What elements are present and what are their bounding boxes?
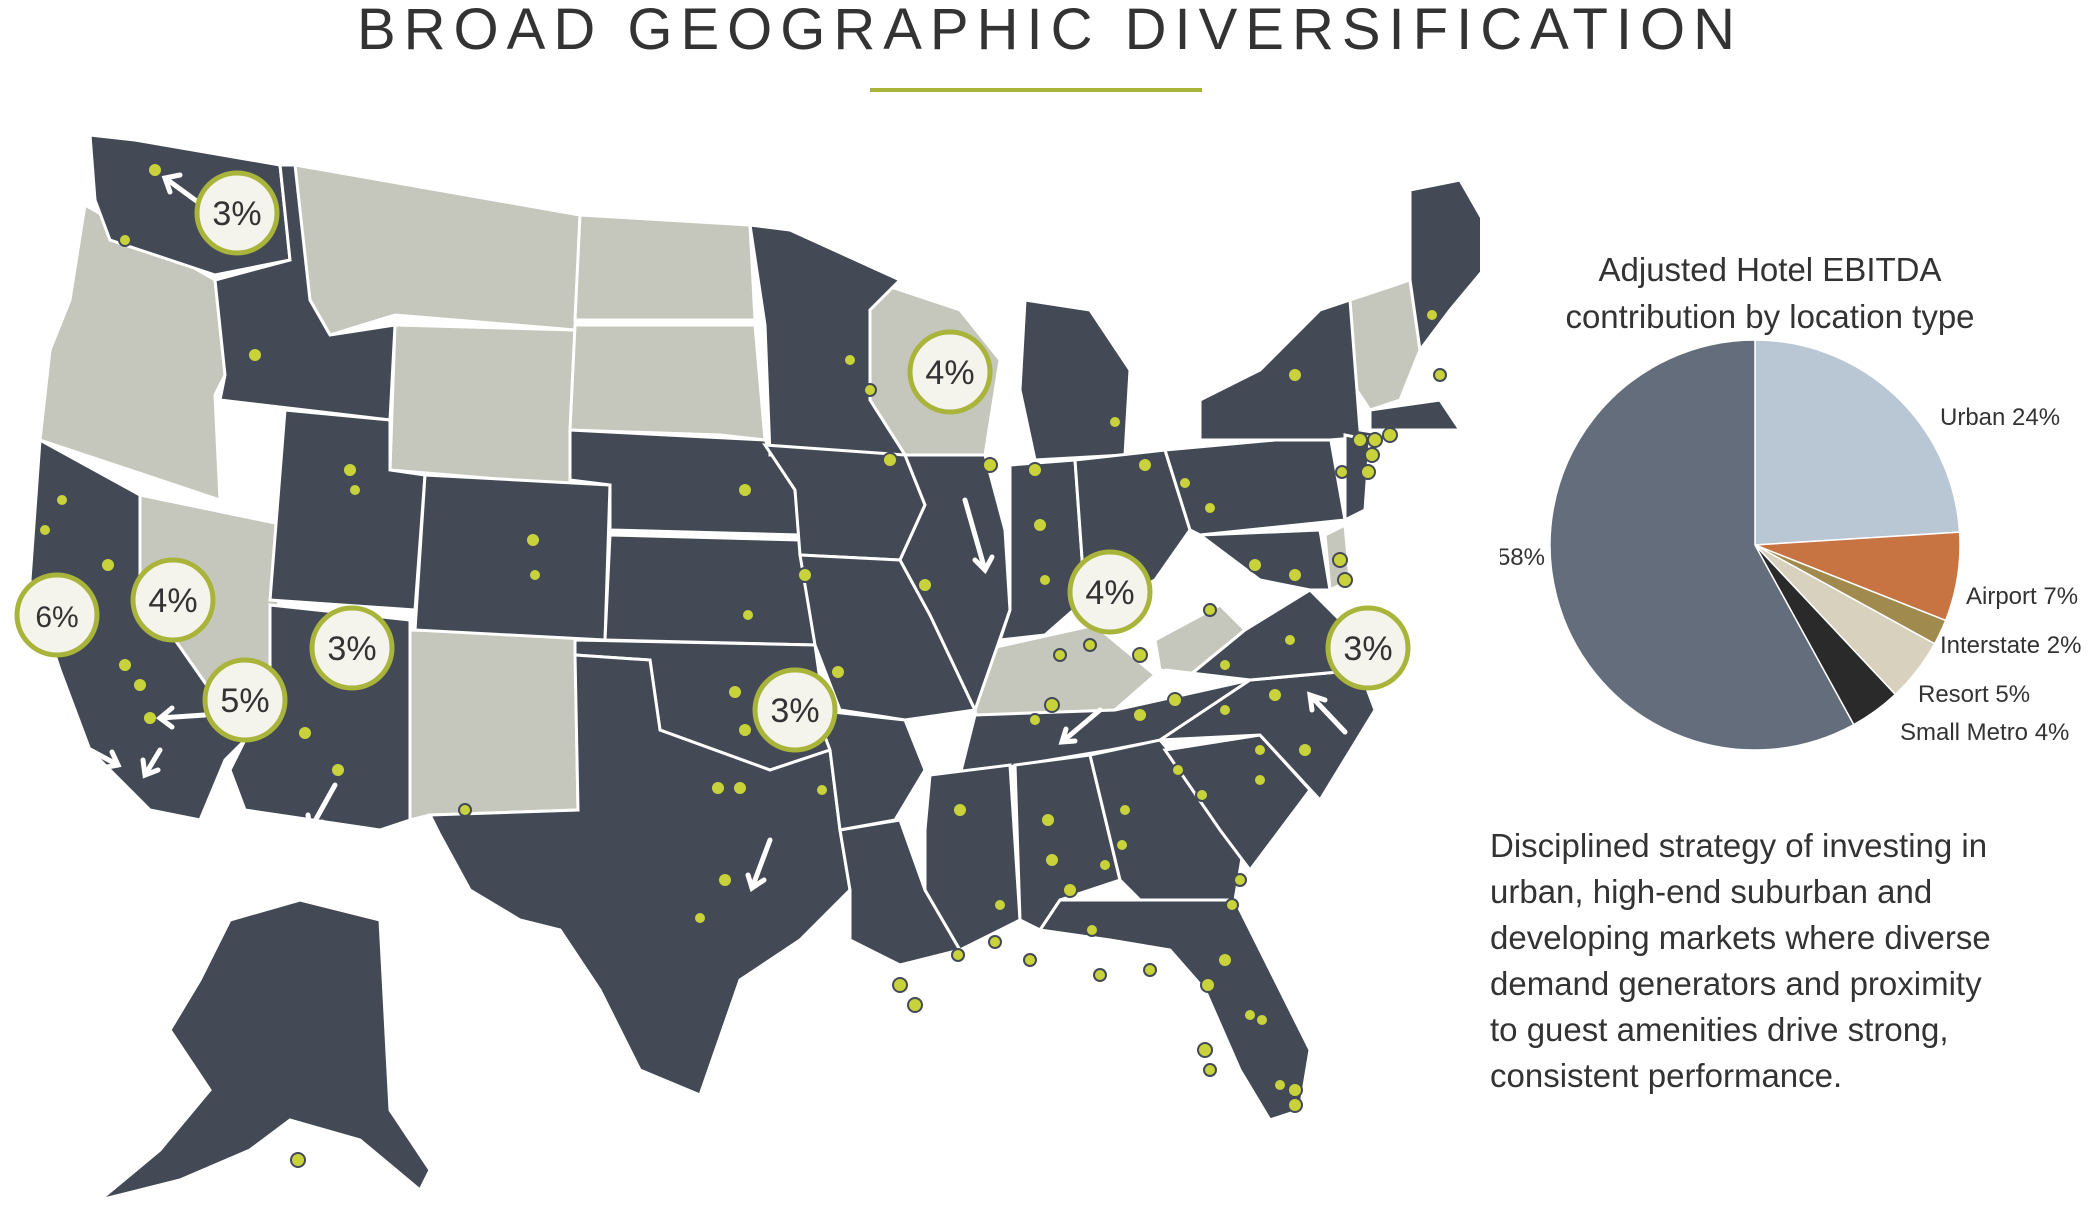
pie-slices <box>1549 339 1961 751</box>
state-indiana <box>997 458 1087 642</box>
state-louisiana <box>838 818 963 967</box>
pie-label-urban: Urban 24% <box>1940 404 2060 431</box>
pie-chart: Urban 24% Airport 7% Interstate 2% Resort 5… <box>1500 339 2081 751</box>
state-florida <box>1037 898 1312 1122</box>
callout-label: 3% <box>327 630 376 668</box>
hotel-dots <box>38 162 1447 1168</box>
pie-label-airport: Airport 7% <box>1966 583 2078 610</box>
description-line: urban, high-end suburban and <box>1490 873 1933 910</box>
state-michigan <box>1018 298 1132 462</box>
callout-chicago: 4% <box>907 329 993 415</box>
callouts: 3% 6% 4% 5% 3% 4% 3% 4% <box>14 170 1411 753</box>
state-alaska <box>99 898 432 1202</box>
chart-title-line: contribution by location type <box>1565 298 1975 335</box>
description-line: developing markets where diverse <box>1490 919 1991 956</box>
state-new-mexico <box>408 628 580 822</box>
callout-tennessee: 4% <box>1067 549 1153 635</box>
pie-label-small-metro: Small Metro 4% <box>1900 719 2069 746</box>
state-north-dakota <box>573 213 757 322</box>
state-maryland <box>1195 528 1332 592</box>
pie-labels: Urban 24% Airport 7% Interstate 2% Resort 5… <box>1500 404 2081 746</box>
callout-label: 4% <box>148 582 197 620</box>
callout-label: 6% <box>35 601 78 634</box>
callout-label: 4% <box>1085 574 1134 612</box>
chart-title: Adjusted Hotel EBITDA contribution by lo… <box>1500 246 2040 340</box>
callout-label: 3% <box>1343 630 1392 668</box>
callout-label: 4% <box>925 354 974 392</box>
callout-san-diego: 5% <box>202 657 288 743</box>
state-maine <box>1408 178 1480 354</box>
state-colorado <box>413 473 612 642</box>
state-texas <box>427 653 852 1097</box>
state-virginia <box>1164 588 1362 682</box>
dark-states <box>28 133 1480 1202</box>
pie-label-suburban: Suburban 58% <box>1500 544 1545 571</box>
callout-arrows <box>87 172 1348 892</box>
callout-la-4: 4% <box>130 557 216 643</box>
chart-title-line: Adjusted Hotel EBITDA <box>1598 251 1942 288</box>
description-line: demand generators and proximity <box>1490 965 1982 1002</box>
state-pennsylvania <box>1163 433 1347 537</box>
description-line: consistent performance. <box>1490 1057 1843 1094</box>
description-line: Disciplined strategy of investing in <box>1490 827 1988 864</box>
us-map: 3% 6% 4% 5% 3% 4% 3% 4% <box>14 133 1480 1202</box>
callout-arizona: 3% <box>309 605 395 691</box>
callout-virginia: 3% <box>1325 605 1411 691</box>
state-massachusetts <box>1368 398 1463 432</box>
callout-texas: 3% <box>752 667 838 753</box>
description-line: to guest amenities drive strong, <box>1490 1011 1949 1048</box>
state-new-england <box>1348 278 1422 412</box>
callout-label: 5% <box>220 682 269 720</box>
callout-label: 3% <box>770 692 819 730</box>
state-montana <box>288 163 582 337</box>
state-illinois <box>898 453 1012 714</box>
light-states <box>38 163 1422 822</box>
state-minnesota <box>748 223 908 457</box>
callout-washington: 3% <box>194 170 280 256</box>
callout-la-6: 6% <box>14 572 100 658</box>
state-wyoming <box>388 323 577 487</box>
pie-label-resort: Resort 5% <box>1918 681 2030 708</box>
description: Disciplined strategy of investing in urb… <box>1490 823 2050 1099</box>
pie-slice-urban <box>1754 339 1961 546</box>
page-title: BROAD GEOGRAPHIC DIVERSIFICATION <box>356 0 1744 62</box>
state-south-dakota <box>568 323 767 442</box>
pie-slice-suburban <box>1549 339 1855 751</box>
state-kansas <box>603 533 817 647</box>
title-underline <box>870 88 1202 92</box>
pie-label-interstate: Interstate 2% <box>1940 632 2081 659</box>
state-south-carolina <box>1162 733 1312 873</box>
callout-label: 3% <box>212 195 261 233</box>
